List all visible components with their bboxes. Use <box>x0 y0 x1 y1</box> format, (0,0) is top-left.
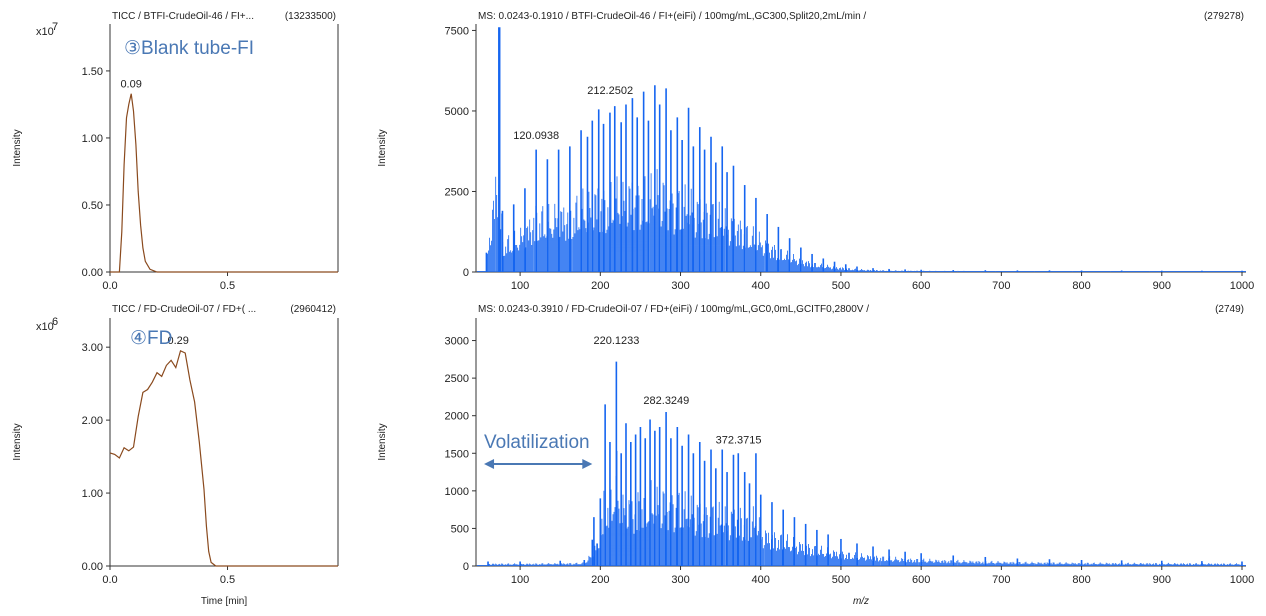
panel-annotation: ③Blank tube-FI <box>124 38 254 59</box>
header-max: (279278) <box>1204 11 1244 22</box>
y-tick-label: 0.00 <box>82 561 103 573</box>
peak-label: 0.09 <box>120 79 141 91</box>
x-tick-label: 0.0 <box>102 574 117 586</box>
x-tick-label: 800 <box>1072 280 1090 292</box>
chart-tic_fi: TICC / BTFI-CrudeOil-46 / FI+... (1323350… <box>12 11 339 292</box>
x-tick-label: 900 <box>1153 280 1171 292</box>
y-tick-label: 0.00 <box>82 267 103 279</box>
tic-series-line <box>109 349 338 567</box>
header-title: TICC / BTFI-CrudeOil-46 / FI+... <box>112 11 254 22</box>
x-tick-label: 700 <box>992 280 1010 292</box>
y-axis-title: Intensity <box>377 423 388 460</box>
x-tick-label: 1000 <box>1230 574 1254 586</box>
y-tick-label: 5000 <box>445 106 469 118</box>
chart-tic_fd: TICC / FD-CrudeOil-07 / FD+( ... (2960412… <box>12 304 339 607</box>
x-tick-label: 400 <box>752 280 770 292</box>
x-tick-label: 700 <box>992 574 1010 586</box>
x-tick-label: 100 <box>511 280 529 292</box>
x-tick-label: 500 <box>832 574 850 586</box>
chart-ms_fi: MS: 0.0243-0.1910 / BTFI-CrudeOil-46 / F… <box>377 11 1254 292</box>
x-tick-label: 0.5 <box>220 574 235 586</box>
y-tick-label: 3000 <box>445 336 469 348</box>
tic-series-line <box>110 93 338 273</box>
x-tick-label: 500 <box>832 280 850 292</box>
y-exponent: x10 <box>36 26 54 38</box>
peak-mz-label: 282.3249 <box>643 395 689 407</box>
x-tick-label: 400 <box>752 574 770 586</box>
y-tick-label: 1500 <box>445 448 469 460</box>
panel-annotation: ④FD <box>130 328 172 349</box>
peak-mz-label: 212.2502 <box>587 85 633 97</box>
y-tick-label: 2000 <box>445 411 469 423</box>
x-tick-label: 200 <box>591 574 609 586</box>
x-tick-label: 600 <box>912 574 930 586</box>
volatilization-label: Volatilization <box>484 432 590 453</box>
y-exponent-power: 7 <box>52 21 58 33</box>
header-title: MS: 0.0243-0.3910 / FD-CrudeOil-07 / FD+… <box>478 304 869 315</box>
x-tick-label: 300 <box>671 574 689 586</box>
y-exponent: x10 <box>36 321 54 333</box>
x-tick-label: 800 <box>1072 574 1090 586</box>
x-tick-label: 100 <box>511 574 529 586</box>
x-tick-label: 200 <box>591 280 609 292</box>
header-title: TICC / FD-CrudeOil-07 / FD+( ... <box>112 304 256 315</box>
header-max: (2749) <box>1215 304 1244 315</box>
y-tick-label: 1.00 <box>82 133 103 145</box>
arrow-head-right <box>582 459 593 469</box>
header-max: (13233500) <box>285 11 336 22</box>
x-tick-label: 1000 <box>1230 280 1254 292</box>
y-axis-title: Intensity <box>12 129 23 166</box>
y-tick-label: 1.00 <box>82 488 103 500</box>
x-tick-label: 600 <box>912 280 930 292</box>
peak-mz-label: 220.1233 <box>594 335 640 347</box>
y-tick-label: 3.00 <box>82 342 103 354</box>
x-tick-label: 300 <box>671 280 689 292</box>
y-tick-label: 7500 <box>445 25 469 37</box>
header-title: MS: 0.0243-0.1910 / BTFI-CrudeOil-46 / F… <box>478 11 866 22</box>
y-tick-label: 1000 <box>445 486 469 498</box>
peak-mz-label: 372.3715 <box>716 434 762 446</box>
peak-label: 0.29 <box>167 335 188 347</box>
y-tick-label: 2.00 <box>82 415 103 427</box>
y-tick-label: 2500 <box>445 373 469 385</box>
y-tick-label: 2500 <box>445 186 469 198</box>
x-tick-label: 0.5 <box>220 280 235 292</box>
y-tick-label: 0 <box>463 561 469 573</box>
arrow-head-left <box>484 459 495 469</box>
y-axis-title: Intensity <box>12 423 23 460</box>
y-exponent-power: 6 <box>52 316 58 328</box>
y-tick-label: 500 <box>451 523 469 535</box>
x-tick-label: 900 <box>1153 574 1171 586</box>
x-axis-title: m/z <box>853 596 869 607</box>
chart-ms_fd: MS: 0.0243-0.3910 / FD-CrudeOil-07 / FD+… <box>377 304 1254 607</box>
peak-mz-label: 120.0938 <box>513 130 559 142</box>
header-max: (2960412) <box>290 304 336 315</box>
y-tick-label: 0.50 <box>82 200 103 212</box>
y-tick-label: 1.50 <box>82 66 103 78</box>
y-tick-label: 0 <box>463 267 469 279</box>
x-axis-title: Time [min] <box>201 596 248 607</box>
x-tick-label: 0.0 <box>102 280 117 292</box>
y-axis-title: Intensity <box>377 129 388 166</box>
